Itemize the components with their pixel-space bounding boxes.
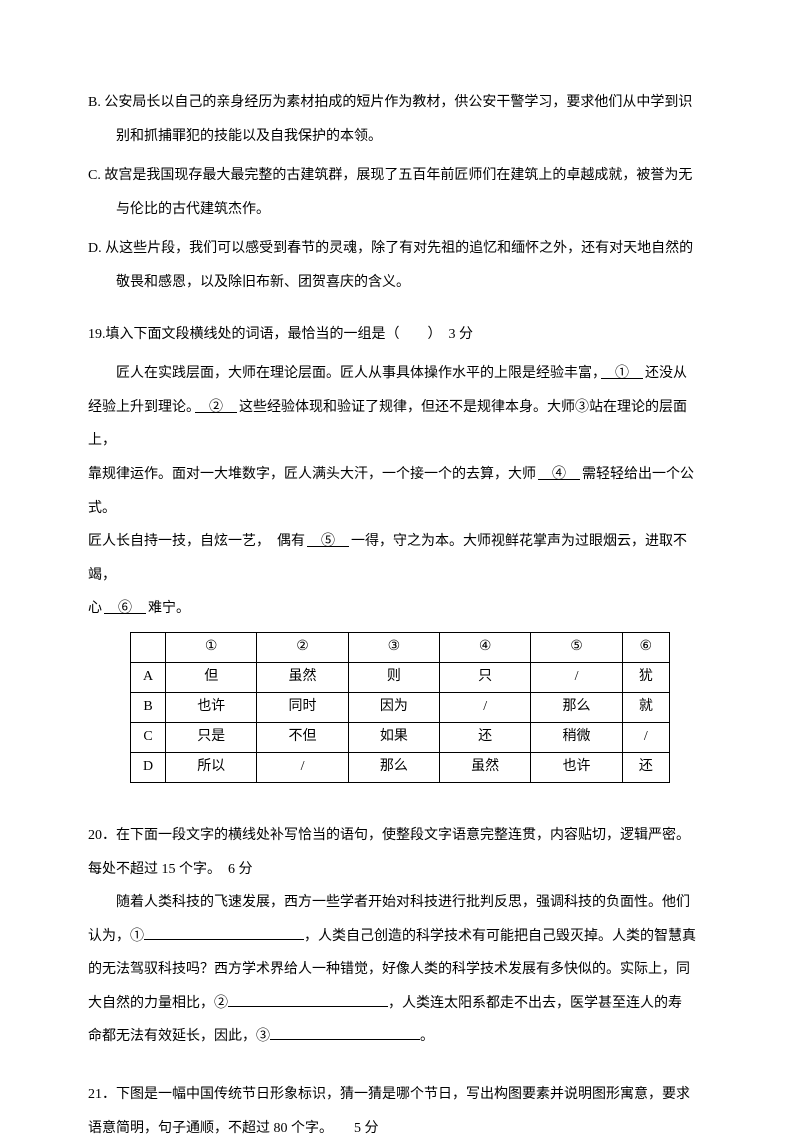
cell: 同时 xyxy=(257,692,348,722)
option-d-line1: D. 从这些片段，我们可以感受到春节的灵魂，除了有对先祖的追忆和缅怀之外，还有对… xyxy=(88,232,706,266)
cell: A xyxy=(131,662,166,692)
cell: 那么 xyxy=(348,752,439,782)
q19-passage: 匠人在实践层面，大师在理论层面。匠人从事具体操作水平的上限是经验丰富， ① 还没… xyxy=(88,357,706,626)
th-6: ⑥ xyxy=(622,632,669,662)
option-b: B. 公安局长以自己的亲身经历为素材拍成的短片作为教材，供公安干警学习，要求他们… xyxy=(88,86,706,153)
q20-blank3 xyxy=(270,1026,420,1040)
q20-p5a: 命都无法有效延长，因此，③ xyxy=(88,1029,270,1044)
q20-p2a: 认为，① xyxy=(88,929,144,944)
q20-p1: 随着人类科技的飞速发展，西方一些学者开始对科技进行批判反思，强调科技的负面性。他… xyxy=(88,886,706,920)
option-c-line2: 与伦比的古代建筑杰作。 xyxy=(88,193,706,227)
option-c: C. 故宫是我国现存最大最完整的古建筑群，展现了五百年前匠师们在建筑上的卓越成就… xyxy=(88,159,706,226)
cell: 就 xyxy=(622,692,669,722)
cell: / xyxy=(440,692,531,722)
q21-line1: 21．下图是一幅中国传统节日形象标识，猜一猜是哪个节日，写出构图要素并说明图形寓… xyxy=(88,1078,706,1112)
q21-line2: 语意简明，句子通顺，不超过 80 个字。 5 分 xyxy=(88,1112,706,1145)
q20-p4b: ，人类连太阳系都走不出去，医学甚至连人的寿 xyxy=(388,996,682,1011)
cell: / xyxy=(531,662,622,692)
cell: 还 xyxy=(440,722,531,752)
cell: 虽然 xyxy=(440,752,531,782)
q19-blank3: ③ xyxy=(575,400,589,415)
th-3: ③ xyxy=(348,632,439,662)
option-b-line2: 别和抓捕罪犯的技能以及自我保护的本领。 xyxy=(88,120,706,154)
cell: B xyxy=(131,692,166,722)
q20-title1: 20．在下面一段文字的横线处补写恰当的语句，使整段文字语意完整连贯，内容贴切，逻… xyxy=(88,819,706,853)
q19-p1a: 匠人在实践层面，大师在理论层面。匠人从事具体操作水平的上限是经验丰富， xyxy=(116,366,599,381)
q19-p5a: 心 xyxy=(88,601,102,616)
cell: 还 xyxy=(622,752,669,782)
option-c-line1: C. 故宫是我国现存最大最完整的古建筑群，展现了五百年前匠师们在建筑上的卓越成就… xyxy=(88,159,706,193)
q19-table: ① ② ③ ④ ⑤ ⑥ A 但 虽然 则 只 / 犹 B 也许 同时 因为 / … xyxy=(130,632,670,783)
cell: 虽然 xyxy=(257,662,348,692)
cell: 如果 xyxy=(348,722,439,752)
q20-p4a: 大自然的力量相比，② xyxy=(88,996,228,1011)
th-1: ① xyxy=(166,632,257,662)
q20-title2: 每处不超过 15 个字。 6 分 xyxy=(88,853,706,887)
q19-p2b: 这些经验体现和验证了规律，但还不是规律本身。大师 xyxy=(239,400,575,415)
cell: 稍微 xyxy=(531,722,622,752)
q20-p3: 的无法驾驭科技吗？西方学术界给人一种错觉，好像人类的科学技术发展有多快似的。实际… xyxy=(88,953,706,987)
cell: 则 xyxy=(348,662,439,692)
q19-p3a: 靠规律运作。面对一大堆数字，匠人满头大汗，一个接一个的去算，大师 xyxy=(88,467,536,482)
cell: 不但 xyxy=(257,722,348,752)
q19-blank2: ② xyxy=(193,400,239,415)
q19-p2a: 经验上升到理论。 xyxy=(88,400,193,415)
cell: 也许 xyxy=(166,692,257,722)
cell: 那么 xyxy=(531,692,622,722)
q20-p2b: ，人类自己创造的科学技术有可能把自己毁灭掉。人类的智慧真 xyxy=(304,929,696,944)
q20-p4: 大自然的力量相比，② ，人类连太阳系都走不出去，医学甚至连人的寿 xyxy=(88,987,706,1021)
cell: / xyxy=(257,752,348,782)
cell: / xyxy=(622,722,669,752)
q20-p5: 命都无法有效延长，因此，③ 。 xyxy=(88,1020,706,1054)
th-0 xyxy=(131,632,166,662)
q19-blank5: ⑤ xyxy=(305,534,351,549)
q19-blank6: ⑥ xyxy=(102,601,148,616)
q20-p5b: 。 xyxy=(420,1029,434,1044)
table-row: C 只是 不但 如果 还 稍微 / xyxy=(131,722,670,752)
q19-p5b: 难宁。 xyxy=(148,601,190,616)
cell: 但 xyxy=(166,662,257,692)
q20-blank2 xyxy=(228,993,388,1007)
q19-blank1: ① xyxy=(599,366,645,381)
q20-p2: 认为，① ，人类自己创造的科学技术有可能把自己毁灭掉。人类的智慧真 xyxy=(88,920,706,954)
cell: D xyxy=(131,752,166,782)
q19-title: 19.填入下面文段横线处的词语，最恰当的一组是（ ） 3 分 xyxy=(88,318,706,352)
cell: 犹 xyxy=(622,662,669,692)
q19-p4a: 匠人长自持一技，自炫一艺， 偶有 xyxy=(88,534,305,549)
table-row: B 也许 同时 因为 / 那么 就 xyxy=(131,692,670,722)
th-4: ④ xyxy=(440,632,531,662)
cell: 也许 xyxy=(531,752,622,782)
th-2: ② xyxy=(257,632,348,662)
option-d-line2: 敬畏和感恩，以及除旧布新、团贺喜庆的含义。 xyxy=(88,266,706,300)
option-b-line1: B. 公安局长以自己的亲身经历为素材拍成的短片作为教材，供公安干警学习，要求他们… xyxy=(88,86,706,120)
option-d: D. 从这些片段，我们可以感受到春节的灵魂，除了有对先祖的追忆和缅怀之外，还有对… xyxy=(88,232,706,299)
table-row: A 但 虽然 则 只 / 犹 xyxy=(131,662,670,692)
q19-blank4: ④ xyxy=(536,467,582,482)
cell: 只是 xyxy=(166,722,257,752)
cell: 因为 xyxy=(348,692,439,722)
th-5: ⑤ xyxy=(531,632,622,662)
cell: 所以 xyxy=(166,752,257,782)
cell: C xyxy=(131,722,166,752)
q20-blank1 xyxy=(144,926,304,940)
q19-p1b: 还没从 xyxy=(645,366,687,381)
cell: 只 xyxy=(440,662,531,692)
table-header-row: ① ② ③ ④ ⑤ ⑥ xyxy=(131,632,670,662)
table-row: D 所以 / 那么 虽然 也许 还 xyxy=(131,752,670,782)
